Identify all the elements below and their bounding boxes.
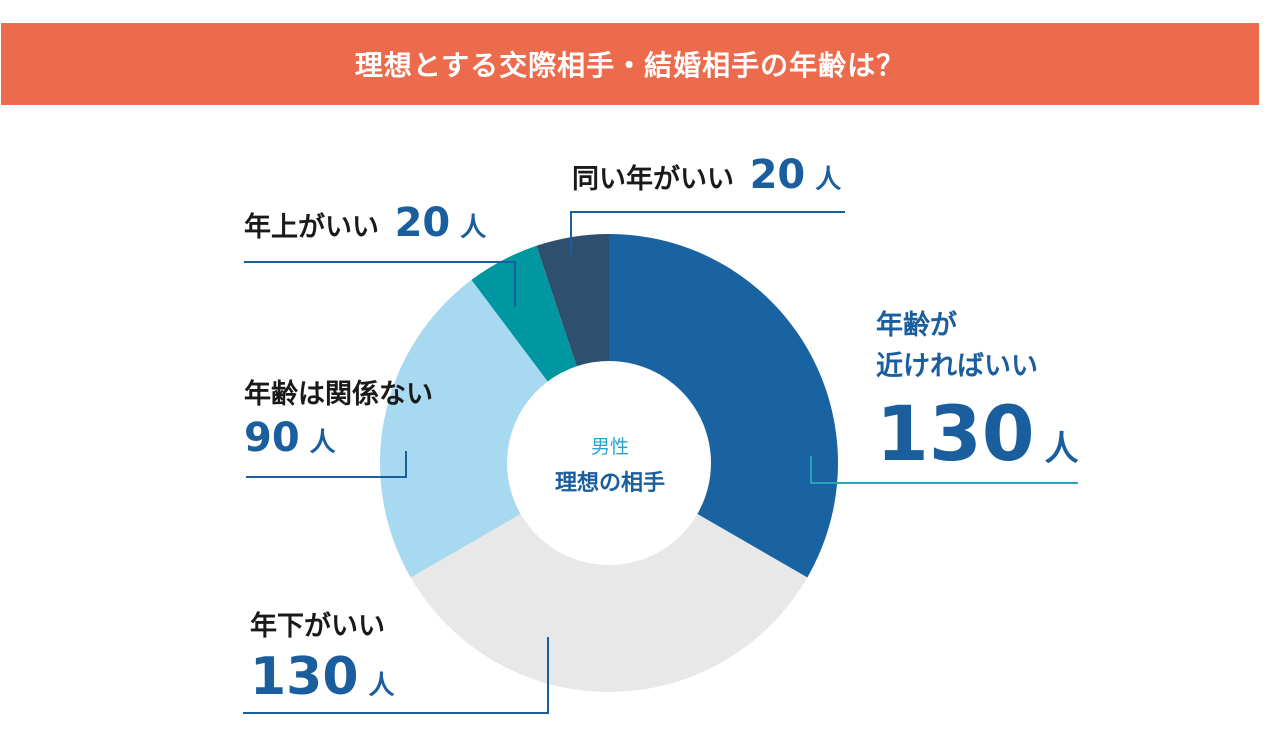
leader-older bbox=[244, 261, 516, 307]
center-label: 男性 理想の相手 bbox=[530, 432, 690, 497]
value-younger: 130 bbox=[250, 647, 359, 707]
slice-near bbox=[609, 234, 838, 578]
center-sub-label: 男性 bbox=[590, 436, 629, 458]
label-younger: 年下がいい 130 人 bbox=[250, 604, 395, 707]
unit-same-age: 人 bbox=[815, 165, 842, 195]
label-older-text: 年上がいい bbox=[244, 212, 379, 243]
label-any-age: 年齢は関係ない 90 人 bbox=[244, 372, 433, 461]
value-near-age: 130 bbox=[876, 389, 1035, 478]
value-same-age: 20 bbox=[749, 152, 806, 198]
slice-same bbox=[536, 234, 609, 367]
label-any-text: 年齢は関係ない bbox=[244, 379, 433, 410]
value-older: 20 bbox=[394, 200, 451, 246]
label-near-line1: 年齢が bbox=[876, 310, 957, 341]
title-banner: 理想とする交際相手・結婚相手の年齢は？ bbox=[1, 23, 1259, 105]
label-older: 年上がいい 20 人 bbox=[244, 200, 486, 246]
chart-title: 理想とする交際相手・結婚相手の年齢は？ bbox=[354, 49, 906, 82]
label-same-age: 同い年がいい 20 人 bbox=[572, 152, 841, 198]
unit-older: 人 bbox=[460, 213, 487, 243]
unit-near-age: 人 bbox=[1044, 429, 1079, 469]
label-near-line2: 近ければいい bbox=[876, 351, 1038, 382]
label-younger-text: 年下がいい bbox=[250, 611, 385, 642]
slice-older bbox=[471, 245, 577, 382]
slice-younger bbox=[410, 514, 808, 693]
leader-younger bbox=[243, 637, 549, 714]
leader-near bbox=[810, 456, 1078, 484]
slice-any bbox=[380, 279, 548, 578]
center-main-label: 理想の相手 bbox=[554, 471, 665, 496]
unit-younger: 人 bbox=[368, 671, 395, 701]
value-any-age: 90 bbox=[244, 415, 300, 461]
leader-any bbox=[246, 451, 407, 478]
label-same-text: 同い年がいい bbox=[572, 164, 734, 195]
label-near-age: 年齢が 近ければいい 130 人 bbox=[876, 303, 1079, 478]
unit-any-age: 人 bbox=[309, 428, 336, 458]
leader-same bbox=[570, 211, 845, 254]
